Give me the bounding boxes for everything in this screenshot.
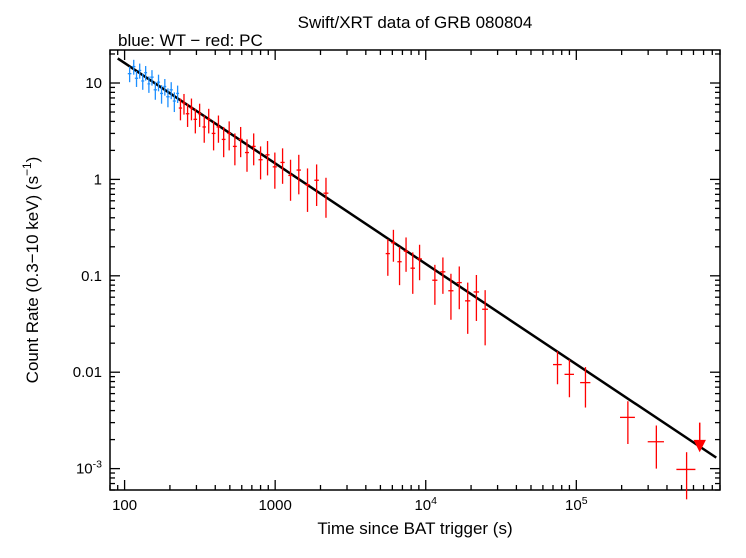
y-tick-label: 10-3 [76, 459, 102, 478]
plot-title: Swift/XRT data of GRB 080804 [298, 13, 533, 32]
y-tick-label: 0.01 [73, 364, 102, 381]
chart-container: 100 1000 104 105 10-3 0.01 0.1 1 10 Swift/XRT dat… [0, 0, 746, 558]
x-tick-label: 1000 [258, 497, 291, 514]
y-axis-label: Count Rate (0.3−10 keV) (s−1) [20, 157, 42, 384]
x-tick-label: 100 [112, 497, 137, 514]
plot-subtitle: blue: WT − red: PC [118, 31, 263, 50]
y-tick-label: 1 [94, 171, 102, 188]
x-tick-label: 104 [414, 495, 437, 514]
wt-series [128, 60, 179, 112]
pc-series [179, 94, 696, 499]
fit-line [118, 58, 717, 457]
x-tick-label: 105 [565, 495, 588, 514]
y-tick-label: 0.1 [81, 268, 102, 285]
y-tick-label: 10 [85, 75, 102, 92]
upper-limit [695, 423, 705, 451]
x-axis-label: Time since BAT trigger (s) [317, 519, 512, 538]
plot-svg: 100 1000 104 105 10-3 0.01 0.1 1 10 Swift/XRT dat… [0, 0, 746, 558]
